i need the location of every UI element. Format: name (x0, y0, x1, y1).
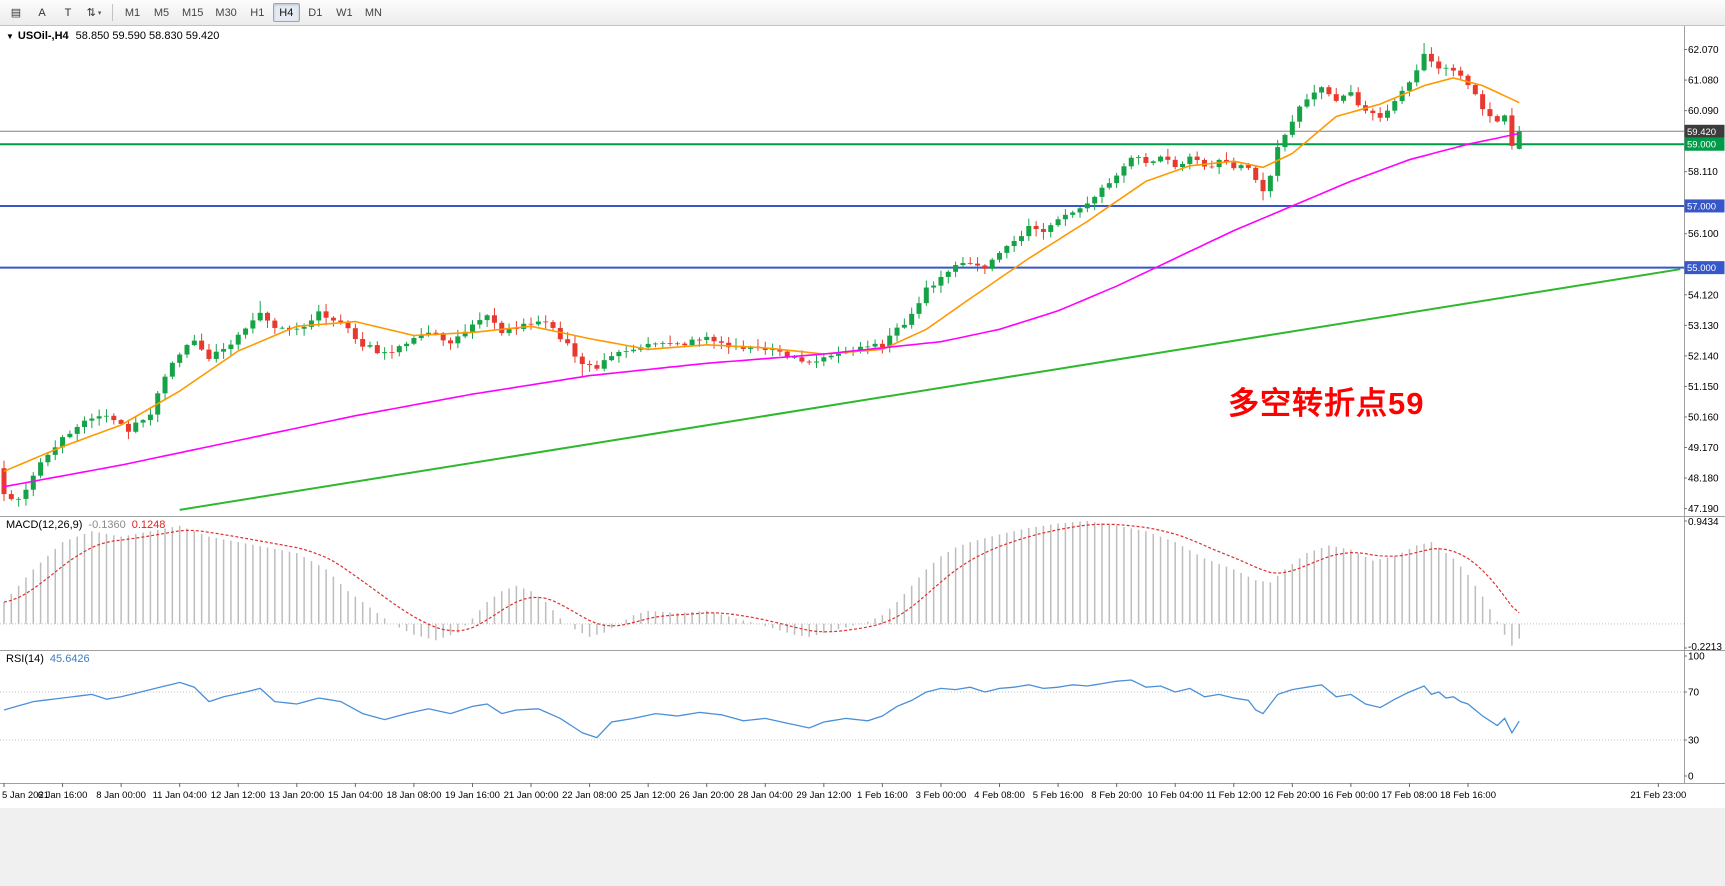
bottom-filler (0, 808, 1725, 886)
svg-text:61.080: 61.080 (1688, 76, 1719, 87)
chart-canvas[interactable]: 62.070 61.080 60.090 58.110 56.100 54.120 53.1… (0, 26, 1725, 808)
chart-window[interactable]: 62.070 61.080 60.090 58.110 56.100 54.120 53.1… (0, 26, 1725, 808)
svg-text:1 Feb 16:00: 1 Feb 16:00 (857, 790, 908, 801)
price-axis: 62.070 61.080 60.090 58.110 56.100 54.120 53.1… (1684, 45, 1725, 515)
tf-m1-button[interactable]: M1 (119, 3, 146, 22)
svg-text:0.9434: 0.9434 (1688, 517, 1719, 528)
svg-text:3 Feb 00:00: 3 Feb 00:00 (916, 790, 967, 801)
ma-mid-line (3, 132, 1520, 488)
caret-down-icon: ▾ (97, 9, 102, 17)
svg-text:29 Jan 12:00: 29 Jan 12:00 (796, 790, 851, 801)
tf-mn-button[interactable]: MN (360, 3, 387, 22)
svg-text:50.160: 50.160 (1688, 412, 1719, 423)
tf-w1-button[interactable]: W1 (331, 3, 358, 22)
svg-text:12 Jan 12:00: 12 Jan 12:00 (211, 790, 266, 801)
svg-text:0: 0 (1688, 772, 1694, 783)
svg-text:56.100: 56.100 (1688, 229, 1719, 240)
cursor-tool-button[interactable]: A (30, 3, 54, 23)
svg-text:21 Feb 23:00: 21 Feb 23:00 (1630, 790, 1686, 801)
svg-text:48.180: 48.180 (1688, 474, 1719, 485)
svg-text:58.110: 58.110 (1688, 167, 1718, 178)
tf-m30-button[interactable]: M30 (210, 3, 241, 22)
tf-h4-button[interactable]: H4 (272, 3, 300, 22)
svg-text:60.090: 60.090 (1688, 106, 1719, 117)
svg-text:-0.2213: -0.2213 (1688, 642, 1722, 653)
svg-text:8 Jan 00:00: 8 Jan 00:00 (96, 790, 146, 801)
arrows-icon: ⇅ (86, 7, 96, 19)
svg-text:28 Jan 04:00: 28 Jan 04:00 (738, 790, 793, 801)
text-tool-button[interactable]: T (56, 3, 80, 23)
grid-icon: ▤ (10, 7, 22, 19)
annotation-text: 多空转折点59 (1228, 386, 1425, 421)
svg-text:21 Jan 00:00: 21 Jan 00:00 (504, 790, 559, 801)
svg-text:18 Feb 16:00: 18 Feb 16:00 (1440, 790, 1496, 801)
svg-text:25 Jan 12:00: 25 Jan 12:00 (621, 790, 676, 801)
ma-fast-line (3, 77, 1520, 473)
svg-text:100: 100 (1688, 652, 1705, 663)
svg-text:10 Feb 04:00: 10 Feb 04:00 (1147, 790, 1203, 801)
svg-text:57.000: 57.000 (1687, 201, 1716, 212)
macd-axis: 0.9434 -0.2213 (1684, 517, 1722, 653)
tf-m5-button[interactable]: M5 (148, 3, 175, 22)
svg-text:12 Feb 20:00: 12 Feb 20:00 (1264, 790, 1320, 801)
panel-separators (0, 26, 1725, 784)
svg-text:18 Jan 08:00: 18 Jan 08:00 (386, 790, 441, 801)
rsi-axis: 100 70 30 0 (1684, 652, 1705, 783)
svg-text:49.170: 49.170 (1688, 443, 1719, 454)
svg-text:13 Jan 20:00: 13 Jan 20:00 (269, 790, 324, 801)
chart-grid-button[interactable]: ▤ (4, 3, 28, 23)
svg-text:70: 70 (1688, 688, 1700, 699)
svg-text:62.070: 62.070 (1688, 45, 1719, 56)
horizontal-lines-layer (0, 130, 1684, 269)
trendline-layer (179, 268, 1681, 511)
tf-h1-button[interactable]: H1 (244, 3, 271, 22)
toolbar: ▤ A T ⇅ ▾ M1 M5 M15 M30 H1 H4 D1 W1 MN (0, 0, 1725, 26)
svg-text:19 Jan 16:00: 19 Jan 16:00 (445, 790, 500, 801)
svg-text:51.150: 51.150 (1688, 382, 1719, 393)
svg-text:54.120: 54.120 (1688, 290, 1719, 301)
svg-text:5 Feb 16:00: 5 Feb 16:00 (1033, 790, 1084, 801)
svg-text:26 Jan 20:00: 26 Jan 20:00 (679, 790, 734, 801)
svg-text:53.130: 53.130 (1688, 321, 1719, 332)
candles-layer (1, 43, 1522, 507)
svg-text:59.420: 59.420 (1687, 127, 1716, 138)
svg-text:17 Feb 08:00: 17 Feb 08:00 (1381, 790, 1437, 801)
svg-text:11 Feb 12:00: 11 Feb 12:00 (1206, 790, 1261, 801)
svg-text:8 Feb 20:00: 8 Feb 20:00 (1091, 790, 1142, 801)
arrows-tool-button[interactable]: ⇅ ▾ (82, 3, 106, 23)
svg-text:15 Jan 04:00: 15 Jan 04:00 (328, 790, 383, 801)
svg-text:6 Jan 16:00: 6 Jan 16:00 (38, 790, 88, 801)
svg-text:22 Jan 08:00: 22 Jan 08:00 (562, 790, 617, 801)
svg-text:5 Jan 2021: 5 Jan 2021 (2, 790, 49, 801)
toolbar-separator (112, 4, 113, 21)
tf-d1-button[interactable]: D1 (302, 3, 329, 22)
svg-text:59.000: 59.000 (1687, 140, 1716, 151)
svg-text:55.000: 55.000 (1687, 263, 1716, 274)
chart-background (0, 26, 1725, 808)
rsi-panel (0, 679, 1684, 741)
macd-panel (0, 521, 1684, 646)
svg-text:4 Feb 08:00: 4 Feb 08:00 (974, 790, 1025, 801)
tf-m15-button[interactable]: M15 (177, 3, 208, 22)
svg-text:47.190: 47.190 (1688, 504, 1719, 515)
svg-text:16 Feb 00:00: 16 Feb 00:00 (1323, 790, 1379, 801)
svg-text:52.140: 52.140 (1688, 351, 1719, 362)
svg-text:30: 30 (1688, 736, 1700, 747)
svg-text:11 Jan 04:00: 11 Jan 04:00 (153, 790, 207, 801)
